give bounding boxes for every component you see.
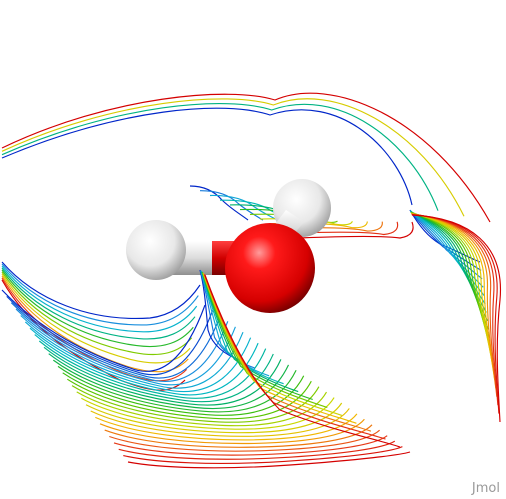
contour-bottom-fan-2 [7,296,213,374]
contour-left-loop-6 [2,272,192,355]
surface-contours-front [2,270,410,468]
oxygen-atom [225,223,315,313]
contour-top-loop-4 [2,93,490,222]
jmol-watermark: Jmol [472,481,500,496]
contour-center-sheet-1 [190,186,248,220]
contour-right-fan-11 [411,213,490,347]
contour-top-loop-2 [2,104,438,211]
hydrogen-atom-left [126,220,186,280]
water-molecule [126,179,331,313]
contour-right-fan-20 [412,215,500,422]
